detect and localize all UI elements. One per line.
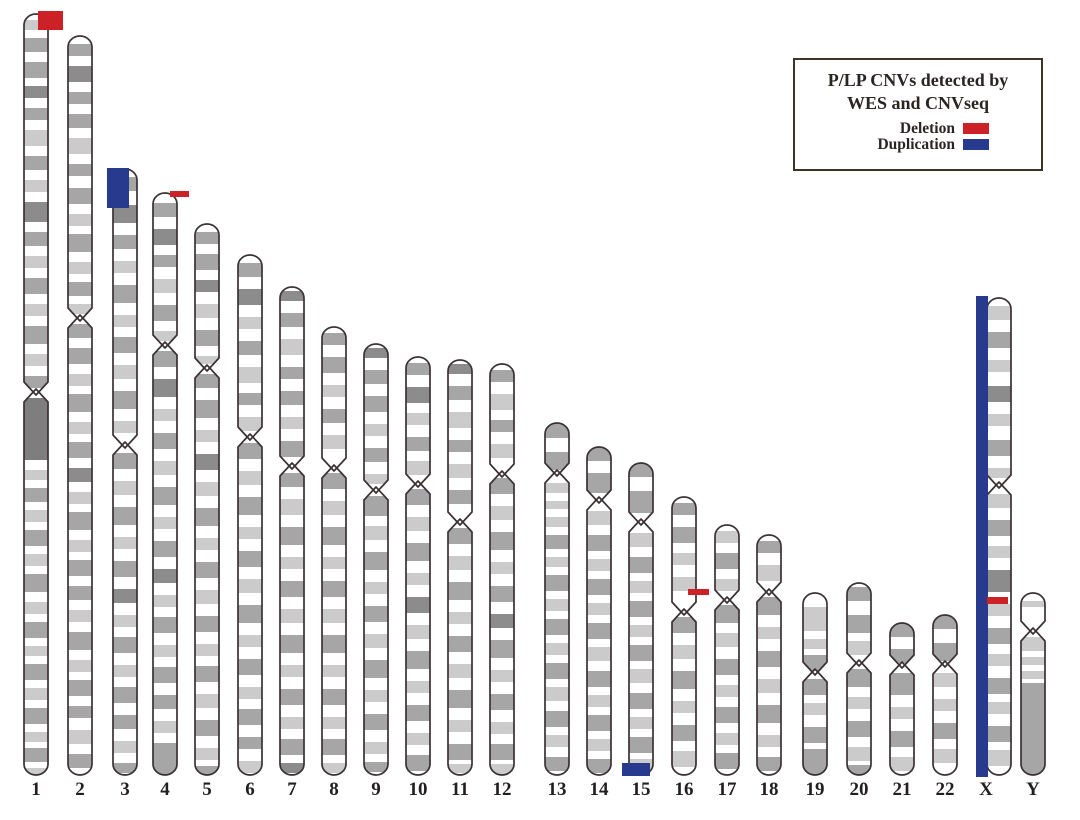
banding-9 <box>364 348 388 772</box>
chromosome-16 <box>671 496 697 776</box>
chromosome-label-12: 12 <box>492 779 512 800</box>
chromosome-7 <box>279 286 305 776</box>
chromosome-9 <box>363 343 389 776</box>
chromosome-6 <box>237 254 263 776</box>
chromosome-18 <box>756 534 782 776</box>
banding-14 <box>587 447 611 773</box>
cnv-deletion-chr1 <box>38 11 63 30</box>
banding-8 <box>322 333 346 773</box>
banding-15 <box>629 463 653 773</box>
banding-10 <box>406 363 430 771</box>
cnv-deletion-chrX <box>987 597 1008 604</box>
banding-18 <box>757 541 781 771</box>
legend-item-deletion: Deletion <box>843 121 993 137</box>
banding-11 <box>448 364 472 773</box>
chromosome-label-Y: Y <box>1026 779 1040 800</box>
banding-2 <box>68 44 92 768</box>
chromosome-14 <box>586 446 612 776</box>
chromosome-8 <box>321 326 347 776</box>
chromosome-X <box>986 297 1012 776</box>
chromosome-label-9: 9 <box>371 779 381 800</box>
chromosome-label-8: 8 <box>329 779 339 800</box>
banding-19 <box>803 607 827 775</box>
chromosome-19 <box>802 592 828 776</box>
banding-4 <box>153 203 177 775</box>
chromosome-1 <box>23 13 49 776</box>
chromosome-2 <box>67 35 93 776</box>
chromosome-label-21: 21 <box>892 779 912 800</box>
legend-title-line2: WES and CNVseq <box>846 93 990 114</box>
chromosome-11 <box>447 359 473 776</box>
legend-item-duplication: Duplication <box>843 137 993 153</box>
cnv-deletion-chr16 <box>688 589 709 595</box>
legend-items: Deletion Duplication <box>795 121 1041 153</box>
chromosome-3 <box>112 168 138 776</box>
legend-box: P/LP CNVs detected by WES and CNVseq Del… <box>793 58 1043 171</box>
deletion-label: Deletion <box>899 120 955 138</box>
chromosome-label-4: 4 <box>160 779 170 800</box>
chromosome-label-3: 3 <box>120 779 130 800</box>
cnv-duplication-chr15 <box>622 763 650 776</box>
banding-21 <box>890 623 914 771</box>
chromosome-20 <box>846 582 872 776</box>
chromosome-label-19: 19 <box>805 779 825 800</box>
banding-5 <box>195 232 219 775</box>
chromosome-17 <box>714 524 740 776</box>
chromosome-label-20: 20 <box>849 779 869 800</box>
chromosome-Y <box>1020 592 1046 776</box>
chromosome-label-22: 22 <box>935 779 955 800</box>
chromosome-label-16: 16 <box>674 779 694 800</box>
banding-Y <box>1021 601 1045 775</box>
chromosome-label-10: 10 <box>408 779 428 800</box>
banding-X <box>987 306 1011 766</box>
chromosome-12 <box>489 363 515 776</box>
chromosome-label-5: 5 <box>202 779 212 800</box>
duplication-swatch <box>963 139 989 151</box>
banding-20 <box>847 587 871 775</box>
cnv-deletion-chr4 <box>170 191 189 197</box>
chromosome-22 <box>932 614 958 776</box>
banding-6 <box>238 263 262 773</box>
chromosome-label-7: 7 <box>287 779 297 800</box>
chromosome-label-6: 6 <box>245 779 255 800</box>
chromosome-21 <box>889 622 915 776</box>
chromosome-4 <box>152 192 178 776</box>
legend-title: P/LP CNVs detected by WES and CNVseq <box>795 69 1041 116</box>
chromosome-label-18: 18 <box>759 779 779 800</box>
legend-title-line1: P/LP CNVs detected by <box>827 70 1009 90</box>
chromosome-label-17: 17 <box>717 779 737 800</box>
chromosome-label-14: 14 <box>589 779 609 800</box>
cnv-duplication-chrX <box>976 296 988 777</box>
duplication-label: Duplication <box>877 136 955 154</box>
chromosome-15 <box>628 462 654 776</box>
chromosome-label-2: 2 <box>75 779 85 800</box>
banding-13 <box>545 423 569 771</box>
cnv-duplication-chr3 <box>107 168 129 208</box>
banding-12 <box>490 370 514 775</box>
chromosome-label-X: X <box>979 779 993 800</box>
chromosome-label-11: 11 <box>451 779 469 800</box>
chromosome-13 <box>544 422 570 776</box>
banding-7 <box>280 291 304 773</box>
banding-1 <box>24 20 48 775</box>
chromosome-5 <box>194 223 220 776</box>
chromosome-label-15: 15 <box>631 779 651 800</box>
chromosome-label-13: 13 <box>547 779 567 800</box>
banding-16 <box>672 503 696 767</box>
chromosome-label-1: 1 <box>31 779 41 800</box>
banding-3 <box>113 177 137 773</box>
chromosome-10 <box>405 356 431 776</box>
banding-22 <box>933 615 957 763</box>
deletion-swatch <box>963 123 989 135</box>
banding-17 <box>715 531 739 769</box>
